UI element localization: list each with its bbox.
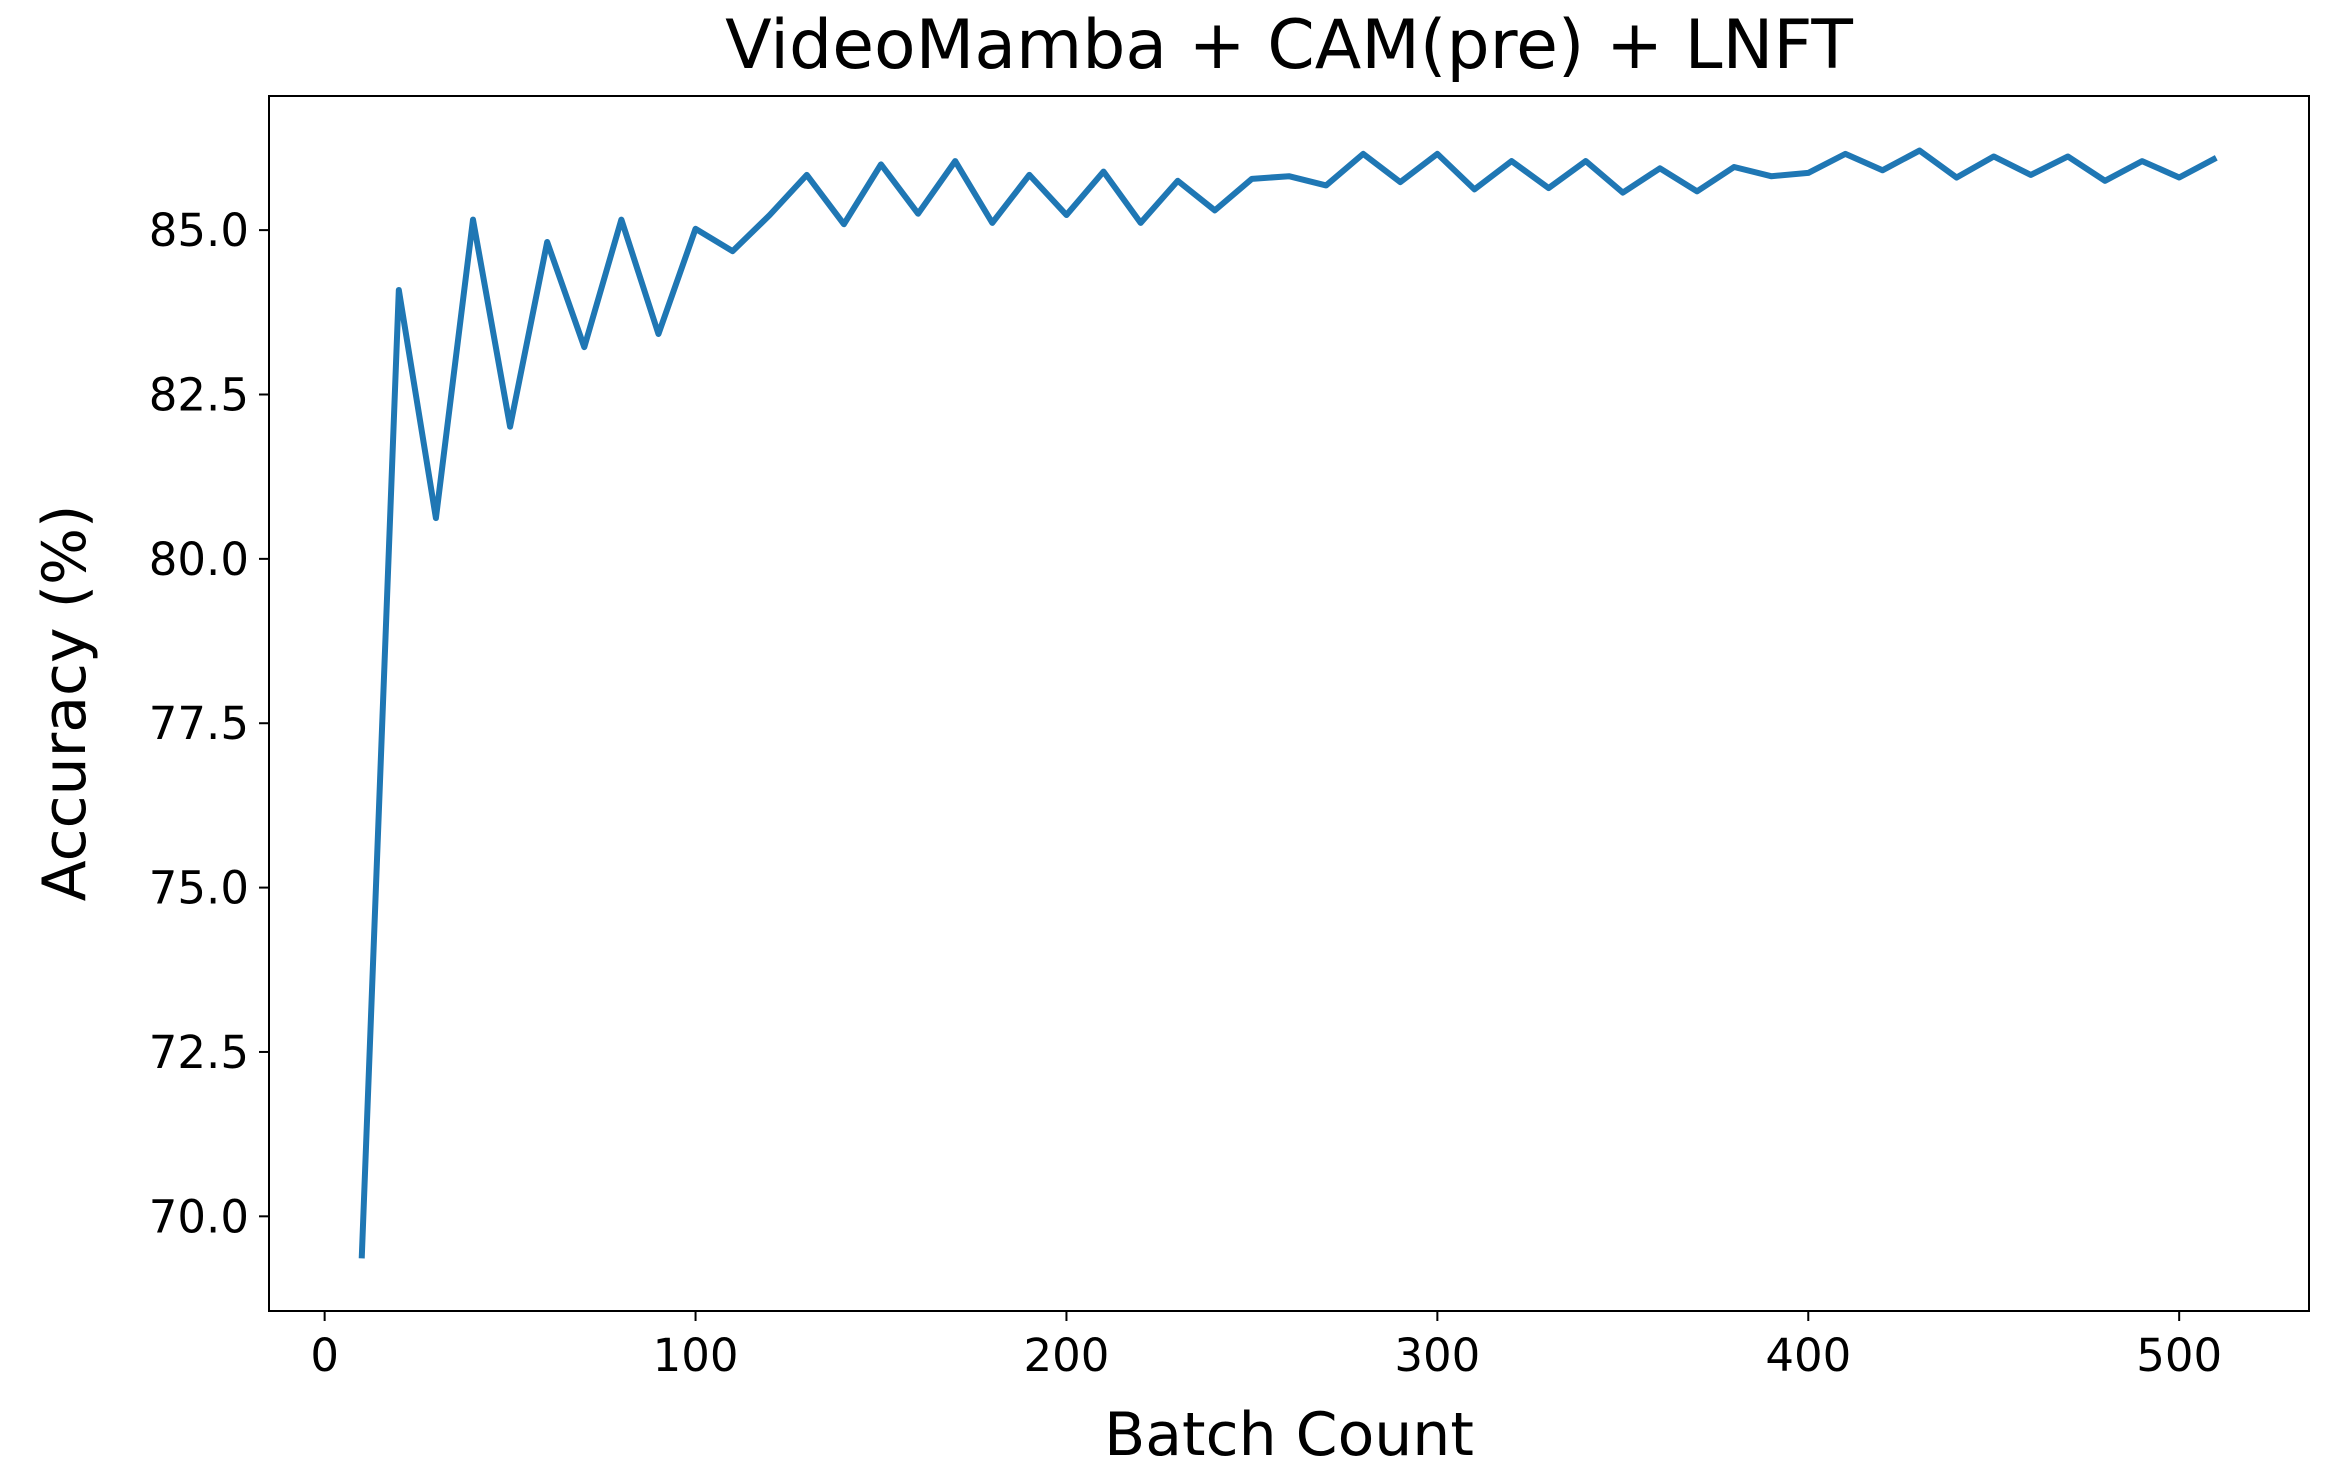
y-tick-label: 72.5 [149,1026,249,1079]
y-tick-label: 85.0 [149,204,249,257]
x-axis-label: Batch Count [1104,1400,1474,1470]
x-tick-label: 300 [1394,1329,1480,1382]
plot-frame [268,95,2310,1312]
data-line [358,147,2218,1259]
y-tick-label: 77.5 [149,697,249,750]
x-tick-label: 200 [1024,1329,1110,1382]
y-tick-label: 80.0 [149,533,249,586]
y-tick-label: 82.5 [149,368,249,421]
x-tick-label: 500 [2136,1329,2222,1382]
chart-title: VideoMamba + CAM(pre) + LNFT [725,6,1853,85]
y-tick-label: 75.0 [149,862,249,915]
x-tick-label: 400 [1765,1329,1851,1382]
x-tick-label: 100 [653,1329,739,1382]
y-axis-label: Accuracy (%) [30,505,100,902]
y-tick-label: 70.0 [149,1190,249,1243]
x-tick-label: 0 [310,1329,339,1382]
